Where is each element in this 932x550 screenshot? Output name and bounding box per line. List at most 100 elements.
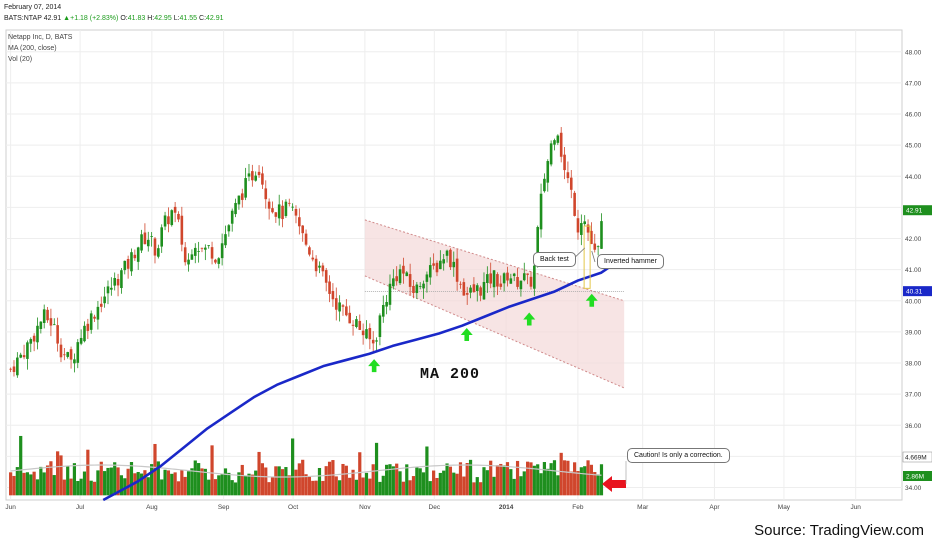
volume-avg-tag: 4.669M bbox=[905, 455, 927, 462]
candle bbox=[120, 268, 123, 294]
volume-bar bbox=[411, 476, 416, 496]
candle bbox=[254, 171, 257, 182]
candle-body bbox=[123, 260, 127, 271]
candle bbox=[428, 257, 432, 285]
candles bbox=[9, 127, 603, 378]
volume-bar bbox=[76, 480, 80, 496]
candle bbox=[331, 283, 335, 307]
candle-body bbox=[355, 319, 358, 327]
candle bbox=[190, 249, 194, 260]
candle-body bbox=[385, 301, 388, 307]
candle bbox=[368, 323, 372, 350]
candle-body bbox=[449, 249, 452, 268]
candle-body bbox=[328, 281, 331, 294]
caution-callout: Caution! Is only a correction. bbox=[627, 448, 730, 463]
candle-body bbox=[32, 335, 36, 342]
volume-bar bbox=[314, 480, 318, 496]
candle-body bbox=[418, 286, 422, 287]
candle-body bbox=[522, 273, 526, 281]
volume-bar bbox=[492, 476, 496, 496]
volume-avg-tag-bg bbox=[902, 451, 932, 463]
candle-body bbox=[600, 221, 603, 249]
candle-body bbox=[69, 349, 73, 360]
volume-bar bbox=[69, 478, 73, 496]
candle-body bbox=[59, 344, 63, 358]
volume-bar bbox=[495, 465, 500, 496]
candle bbox=[459, 281, 462, 289]
candle-body bbox=[240, 193, 244, 200]
volume-bar bbox=[39, 466, 43, 496]
volume-bar bbox=[586, 460, 590, 496]
candle bbox=[472, 277, 476, 293]
candle bbox=[559, 127, 563, 163]
volume-bar bbox=[79, 478, 83, 496]
candle bbox=[251, 164, 254, 187]
volume-bar bbox=[452, 472, 456, 496]
volume-bar bbox=[156, 461, 160, 496]
volume-bar bbox=[163, 469, 167, 496]
candle-body bbox=[79, 337, 83, 344]
candle-body bbox=[9, 368, 12, 370]
volume-bar bbox=[573, 462, 577, 496]
candle bbox=[9, 367, 12, 373]
candle bbox=[244, 167, 247, 201]
high-label: H: bbox=[147, 15, 155, 22]
candle-body bbox=[56, 325, 59, 344]
volume-bar bbox=[566, 460, 570, 496]
volume-bar bbox=[186, 471, 191, 496]
legend-symbol[interactable]: Netapp Inc, D, BATS bbox=[8, 34, 73, 41]
candle bbox=[26, 340, 29, 370]
candle bbox=[103, 286, 106, 308]
candle bbox=[281, 200, 284, 228]
candle-body bbox=[140, 234, 143, 251]
candle bbox=[412, 280, 415, 299]
volume-bar bbox=[418, 468, 422, 496]
candle bbox=[449, 248, 452, 270]
volume-bar bbox=[213, 479, 218, 496]
candle-body bbox=[274, 212, 278, 217]
volume-bar bbox=[593, 472, 597, 496]
volume-bar bbox=[374, 442, 379, 496]
legend-ma[interactable]: MA (200, close) bbox=[8, 45, 57, 52]
candle-body bbox=[559, 132, 563, 157]
candle-body bbox=[469, 287, 472, 293]
y-tick-label: 38.00 bbox=[905, 361, 922, 368]
y-tick-label: 41.00 bbox=[905, 267, 922, 274]
candle bbox=[435, 260, 439, 277]
candle bbox=[479, 285, 482, 302]
candle-body bbox=[96, 306, 100, 320]
candle-body bbox=[556, 135, 560, 143]
candle bbox=[217, 257, 221, 269]
candle bbox=[489, 262, 492, 289]
volume-bar bbox=[569, 471, 573, 496]
volume-bar bbox=[264, 467, 268, 496]
candle-body bbox=[563, 154, 566, 171]
candle-body bbox=[163, 215, 167, 227]
volume-bar bbox=[193, 460, 197, 496]
green-up-arrow-icon bbox=[585, 293, 598, 307]
candle bbox=[398, 264, 402, 285]
volume-bar bbox=[432, 470, 436, 496]
volume-bar bbox=[190, 468, 194, 496]
last-price-tag: 42.91 bbox=[906, 208, 923, 215]
candle-body bbox=[200, 247, 204, 249]
candle bbox=[204, 244, 207, 261]
y-tick-label: 44.00 bbox=[905, 174, 922, 181]
legend-volume[interactable]: Vol (20) bbox=[8, 56, 33, 63]
candle bbox=[546, 159, 550, 192]
volume-bar bbox=[173, 472, 177, 496]
candle-body bbox=[173, 206, 177, 213]
candle bbox=[143, 223, 147, 245]
candle bbox=[146, 231, 150, 252]
candle bbox=[415, 281, 419, 299]
volume-bar bbox=[291, 438, 295, 496]
volume-bar bbox=[556, 475, 560, 496]
candle bbox=[304, 229, 308, 247]
candle-body bbox=[254, 175, 257, 181]
candle bbox=[355, 315, 358, 329]
candle bbox=[210, 241, 214, 265]
candle bbox=[277, 194, 281, 226]
candle bbox=[173, 201, 177, 223]
volume-bar bbox=[270, 476, 275, 496]
